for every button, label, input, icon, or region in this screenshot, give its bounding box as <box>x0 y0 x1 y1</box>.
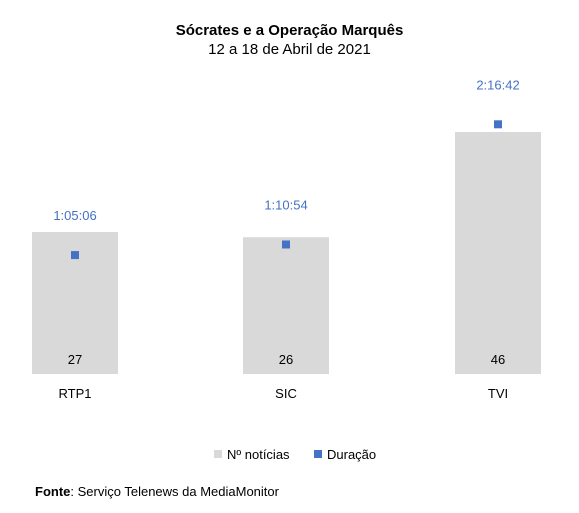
category-label: TVI <box>488 386 508 401</box>
bar-value-label: 26 <box>279 352 293 367</box>
markers-layer <box>71 120 502 260</box>
duration-label: 1:10:54 <box>264 197 307 212</box>
chart-title: Sócrates e a Operação Marquês <box>175 22 404 39</box>
legend-label-duration: Duração <box>327 447 376 462</box>
bar-value-label: 27 <box>68 352 82 367</box>
category-label: SIC <box>275 386 297 401</box>
duration-label: 2:16:42 <box>476 77 519 92</box>
labels-layer: 27 RTP1 1:05:06 26 SIC 1:10:54 46 TVI 2:16:42 <box>53 77 519 401</box>
bar-sic <box>243 237 329 374</box>
duration-marker-rtp1 <box>71 251 79 260</box>
legend-swatch-bars <box>214 450 222 458</box>
legend-label-bars: Nº notícias <box>227 447 290 462</box>
bar-value-label: 46 <box>491 352 505 367</box>
duration-label: 1:05:06 <box>53 208 96 223</box>
duration-marker-sic <box>282 240 290 249</box>
legend-swatch-duration <box>314 450 322 458</box>
source-label: Fonte <box>35 484 71 499</box>
chart-subtitle: 12 a 18 de Abril de 2021 <box>208 41 371 58</box>
bar-tvi <box>455 132 541 374</box>
duration-marker-tvi <box>494 120 502 129</box>
source-text: : Serviço Telenews da MediaMonitor <box>70 484 279 499</box>
category-label: RTP1 <box>59 386 92 401</box>
source-note: Fonte: Serviço Telenews da MediaMonitor <box>35 484 279 499</box>
legend: Nº notícias Duração <box>214 447 376 462</box>
bars-layer <box>32 132 541 374</box>
